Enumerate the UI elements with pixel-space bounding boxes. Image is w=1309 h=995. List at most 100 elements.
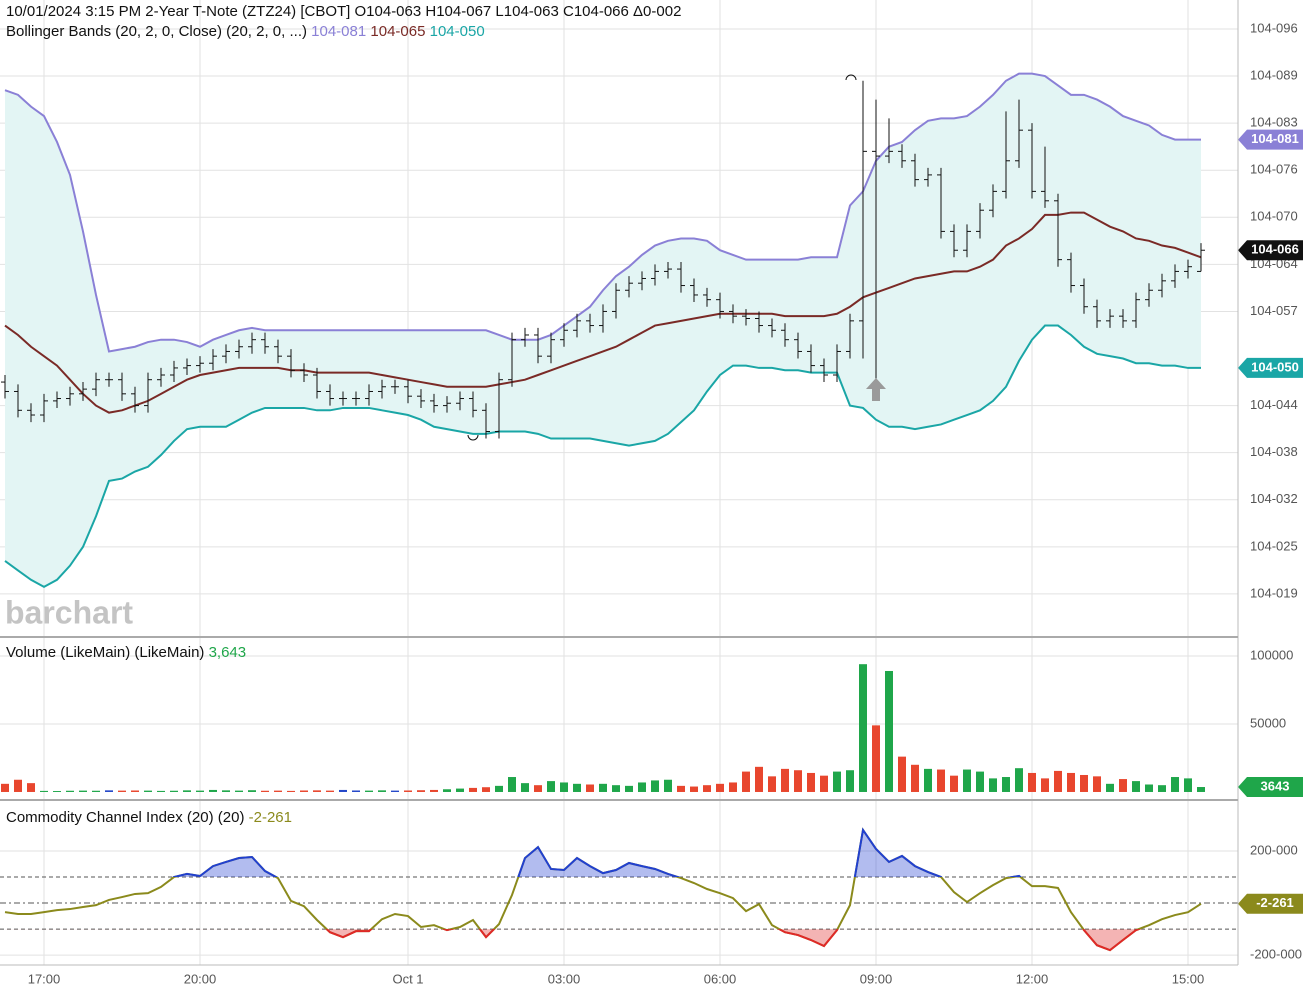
volume-bar [365,790,373,792]
volume-bar [976,771,984,792]
y-tick-label: 104-089 [1250,67,1298,82]
volume-bar [885,670,893,792]
volume-bar [989,778,997,792]
volume-bar [898,756,906,792]
price-tag [1238,893,1303,914]
volume-bar [209,789,217,792]
volume-bar [872,725,880,792]
volume-bar [768,776,776,792]
price-tag-label: 104-081 [1251,131,1299,146]
volume-bar [1041,778,1049,792]
price-tag-label: 104-050 [1251,359,1299,374]
low-marker [467,434,479,441]
volume-bar [742,771,750,792]
x-tick-label: Oct 1 [392,971,423,986]
volume-bar [1054,770,1062,792]
band-line [4,211,1202,414]
price-tag [1238,777,1303,798]
x-tick-label: 09:00 [860,971,893,986]
x-tick-label: 03:00 [548,971,581,986]
volume-bar [27,783,35,792]
volume-bar [664,779,672,792]
volume-bar [40,790,48,792]
x-tick-label: 20:00 [184,971,217,986]
volume-bar [937,769,945,792]
volume-bar [300,790,308,792]
volume-bar [53,791,61,792]
volume-bar [1158,785,1166,792]
cci-line-above [172,827,1022,878]
volume-bar [1028,772,1036,792]
volume-bar [612,785,620,792]
y-tick-label: 104-083 [1250,115,1298,130]
watermark: barchart [5,594,133,630]
volume-legend: Volume (LikeMain) (LikeMain) 3,643 [6,644,246,661]
volume-bar [690,786,698,792]
volume-bar [313,790,321,792]
y-tick-label: -200-000 [1250,947,1302,962]
band-last: 104-081 [311,23,366,40]
y-tick-label: 104-057 [1250,303,1298,318]
volume-bar [92,790,100,792]
volume-bar [703,785,711,792]
y-tick-label: 104-076 [1250,162,1298,177]
y-tick-label: 100000 [1250,647,1293,662]
volume-bar [274,790,282,792]
y-tick-label: 104-038 [1250,444,1298,459]
volume-bar [1184,778,1192,792]
volume-bar [586,784,594,792]
high-marker [845,74,857,81]
volume-bar [1171,777,1179,792]
volume-bar [248,790,256,792]
volume-bar [794,770,802,792]
volume-bar [183,790,191,792]
volume-bar [625,785,633,792]
volume-bar [716,783,724,792]
volume-bar [339,789,347,792]
volume-bar [1002,777,1010,792]
band-line [4,72,1201,353]
volume-bar [118,790,126,792]
volume-bar [846,770,854,792]
volume-bar [1,783,9,792]
chart-title: 10/01/2024 3:15 PM 2-Year T-Note (ZTZ24)… [6,3,681,20]
volume-bar [1119,779,1127,792]
volume-bar [807,772,815,792]
y-tick-label: 104-096 [1250,20,1298,35]
volume-bar [170,790,178,792]
volume-bar [443,789,451,792]
y-tick-label: 104-070 [1250,209,1298,224]
volume-bar [417,790,425,792]
volume-bar [508,777,516,792]
volume-bar [755,766,763,792]
volume-bar [1106,783,1114,792]
volume-bar [235,790,243,792]
volume-bar [1015,768,1023,792]
volume-bar [638,782,646,792]
volume-bar [495,785,503,792]
y-tick-label: 200-000 [1250,842,1298,857]
price-tag-label: 3643 [1261,778,1290,793]
x-tick-label: 15:00 [1172,971,1205,986]
volume-bar [131,790,139,792]
price-tag [1238,129,1303,150]
volume-bar [1145,784,1153,792]
cci-last: -2-261 [249,809,292,826]
y-tick-label: 104-044 [1250,397,1298,412]
volume-bar [781,768,789,792]
volume-bar [521,783,529,792]
volume-bar [677,785,685,792]
volume-bar [79,790,87,792]
volume-last: 3,643 [209,644,247,661]
volume-bar [378,790,386,792]
volume-bar [14,779,22,792]
band-legend: Bollinger Bands (20, 2, 0, Close) (20, 2… [6,23,485,40]
volume-bar [261,790,269,792]
volume-bar [1067,772,1075,792]
band-line [4,324,1201,588]
volume-bar [1093,776,1101,792]
x-tick-label: 17:00 [28,971,61,986]
